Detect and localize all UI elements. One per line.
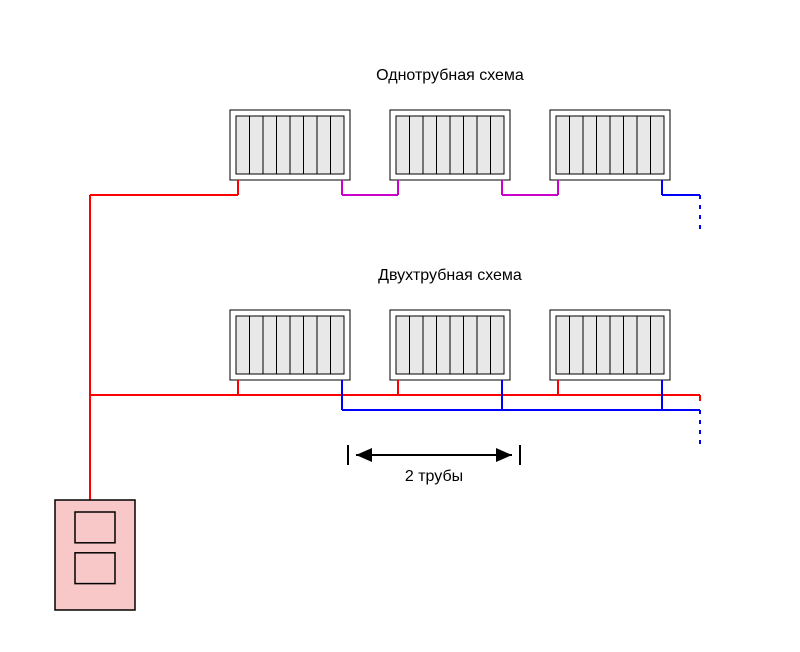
two-pipe-radiator-2 <box>390 310 510 380</box>
single-pipe-radiator-3 <box>550 110 670 180</box>
two-pipe-radiator-3 <box>550 310 670 380</box>
boiler <box>55 500 135 610</box>
heating-scheme-diagram: Однотрубная схема Двухтрубная схема 2 труб… <box>0 0 800 652</box>
dimension-arrow-label: 2 трубы <box>405 468 463 485</box>
two-pipe-radiator-1 <box>230 310 350 380</box>
two-pipe-title: Двухтрубная схема <box>378 267 522 284</box>
single-pipe-radiator-2 <box>390 110 510 180</box>
single-pipe-radiator-1 <box>230 110 350 180</box>
single-pipe-title: Однотрубная схема <box>376 67 524 84</box>
dimension-arrowhead-left <box>356 448 372 462</box>
dimension-arrowhead-right <box>496 448 512 462</box>
